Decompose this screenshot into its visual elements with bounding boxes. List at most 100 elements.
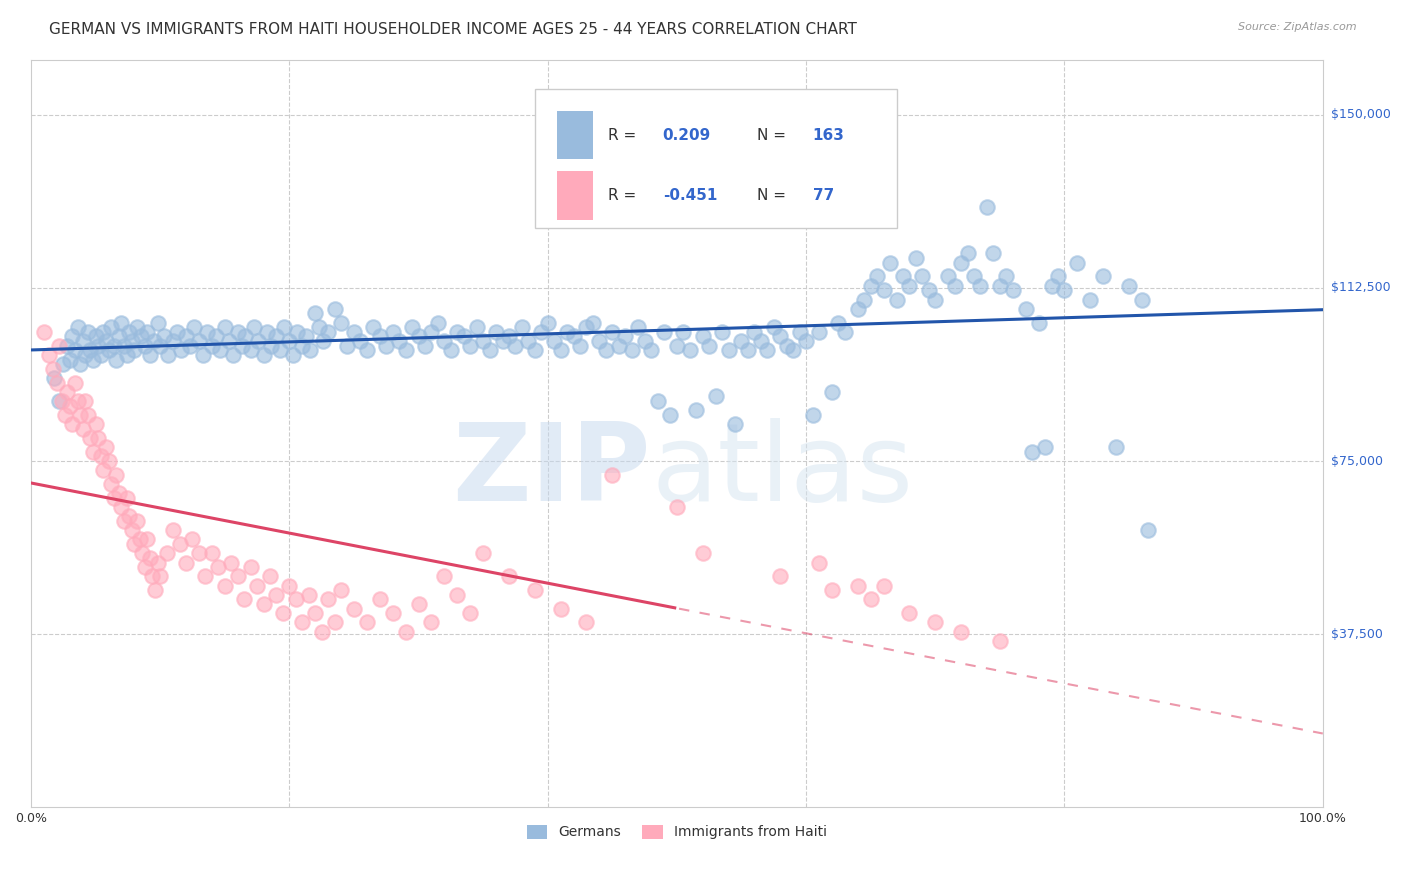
Point (91, 463, 114, 477)
Point (226, 569, 249, 583)
Point (446, 588, 468, 602)
Text: 163: 163 (813, 128, 845, 143)
Point (323, 301, 346, 316)
Point (235, 329, 257, 343)
Point (924, 293, 946, 307)
Point (762, 320, 785, 334)
Point (614, 329, 637, 343)
Point (550, 601, 572, 615)
Point (620, 343, 643, 358)
Text: $150,000: $150,000 (1331, 109, 1391, 121)
Point (38, 348, 60, 362)
Point (125, 514, 148, 528)
Point (627, 320, 650, 334)
Point (769, 569, 792, 583)
Point (665, 339, 688, 353)
Text: Source: ZipAtlas.com: Source: ZipAtlas.com (1239, 22, 1357, 32)
Point (191, 348, 214, 362)
Point (269, 343, 291, 358)
Point (181, 533, 204, 547)
Point (891, 269, 914, 284)
Point (408, 597, 430, 611)
Point (730, 334, 752, 348)
Point (139, 348, 162, 362)
Point (523, 343, 546, 358)
Point (63, 376, 86, 390)
Point (1040, 278, 1063, 293)
Point (76, 408, 98, 422)
Point (381, 607, 404, 621)
Point (821, 384, 844, 399)
Point (44, 371, 66, 385)
Point (129, 329, 152, 343)
Point (672, 325, 695, 339)
Point (72, 334, 94, 348)
Point (859, 278, 882, 293)
Point (1053, 283, 1076, 297)
Point (56, 384, 79, 399)
Point (32, 325, 55, 339)
Point (413, 339, 436, 353)
Point (1078, 293, 1101, 307)
Point (243, 320, 266, 334)
Point (218, 334, 240, 348)
Point (69, 408, 91, 422)
Point (45, 376, 67, 390)
Point (239, 343, 262, 358)
Point (659, 408, 682, 422)
Text: N =: N = (756, 128, 790, 143)
Point (204, 329, 226, 343)
Point (543, 334, 565, 348)
Point (749, 334, 772, 348)
Point (72, 422, 94, 436)
Point (330, 316, 353, 330)
Point (118, 325, 141, 339)
Text: $112,500: $112,500 (1331, 282, 1391, 294)
Point (498, 569, 520, 583)
Point (136, 533, 159, 547)
Point (110, 316, 132, 330)
Point (134, 560, 156, 574)
Text: N =: N = (756, 187, 790, 202)
Point (84, 417, 107, 431)
Text: R =: R = (609, 128, 641, 143)
Point (187, 546, 209, 560)
Point (356, 343, 378, 358)
Point (59, 352, 82, 367)
Point (60, 417, 83, 431)
Point (679, 343, 702, 358)
Point (1046, 269, 1069, 284)
Point (278, 578, 301, 592)
Point (214, 320, 236, 334)
Point (356, 615, 378, 630)
Point (278, 334, 301, 348)
Text: 77: 77 (813, 187, 834, 202)
Point (976, 200, 998, 214)
Point (401, 320, 423, 334)
Point (859, 592, 882, 607)
Point (194, 569, 217, 583)
Point (983, 246, 1005, 260)
Point (51, 394, 73, 409)
Point (652, 325, 675, 339)
Point (66, 394, 89, 409)
Point (124, 537, 146, 551)
Point (717, 343, 740, 358)
Point (491, 334, 513, 348)
Point (97, 454, 120, 468)
Point (118, 509, 141, 524)
Point (94, 334, 117, 348)
Point (260, 339, 283, 353)
Point (256, 325, 278, 339)
Point (48, 394, 70, 409)
Point (633, 334, 655, 348)
Point (226, 325, 249, 339)
Point (879, 255, 901, 269)
Point (110, 500, 132, 515)
Point (330, 583, 353, 598)
Point (769, 329, 792, 343)
Point (853, 293, 876, 307)
Point (252, 597, 274, 611)
Point (368, 329, 391, 343)
Point (472, 546, 495, 560)
